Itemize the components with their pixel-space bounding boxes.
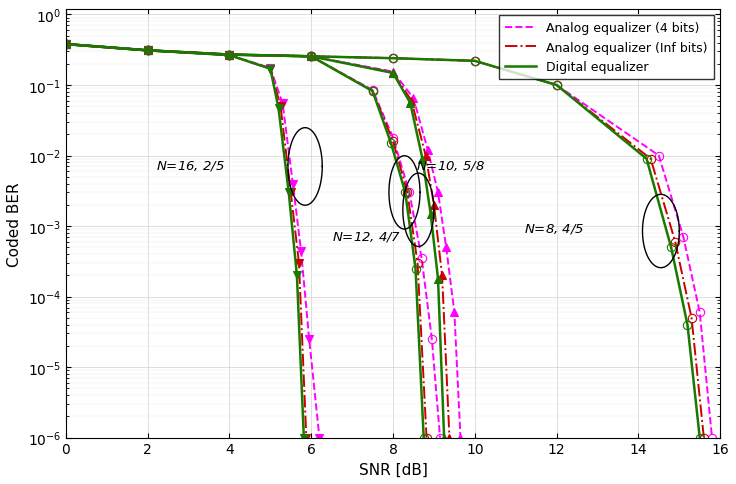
Text: $N$=12, 4/7: $N$=12, 4/7 (332, 229, 400, 243)
Legend: Analog equalizer (4 bits), Analog equalizer (Inf bits), Digital equalizer: Analog equalizer (4 bits), Analog equali… (499, 16, 714, 80)
Text: $N$=10, 5/8: $N$=10, 5/8 (416, 159, 484, 173)
Text: $N$=8, 4/5: $N$=8, 4/5 (524, 221, 584, 235)
Text: $N$=16, 2/5: $N$=16, 2/5 (156, 159, 224, 173)
X-axis label: SNR [dB]: SNR [dB] (358, 462, 428, 477)
Y-axis label: Coded BER: Coded BER (7, 182, 22, 266)
